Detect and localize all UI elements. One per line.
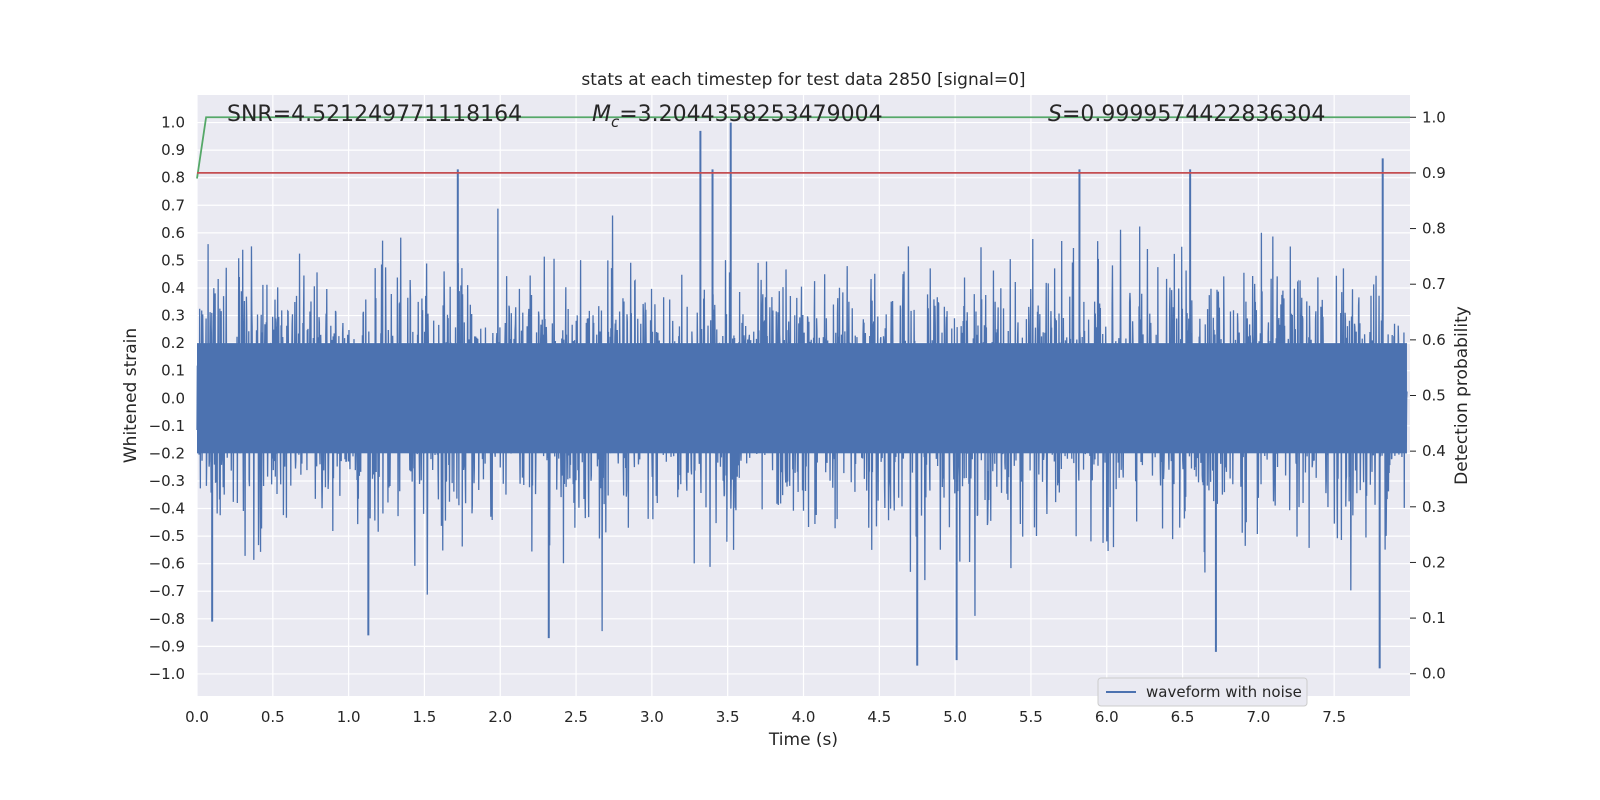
s-value: =0.9999574422836304 [1062, 102, 1325, 127]
y2-tick-label: 0.0 [1422, 665, 1446, 683]
mc-value: =3.2044358253479004 [619, 102, 882, 127]
x-tick-label: 4.5 [867, 708, 891, 726]
x-tick-label: 5.0 [943, 708, 967, 726]
x-tick-label: 7.5 [1322, 708, 1346, 726]
legend: waveform with noise [1097, 677, 1308, 707]
x-tick-label: 2.5 [564, 708, 588, 726]
y-tick-label: −0.3 [149, 472, 185, 490]
y-tick-label: −0.6 [149, 555, 185, 573]
y2-tick-label: 0.5 [1422, 387, 1446, 405]
x-axis-label: Time (s) [768, 730, 838, 750]
tick-layer: 0.0 0.5 1.0 1.5 2.0 2.5 3.0 3.5 4.0 4.5 5.0 5.5 6.0 6… [149, 108, 1446, 726]
x-tick-label: 0.0 [185, 708, 209, 726]
y-tick-label: 0.8 [161, 169, 185, 187]
y-tick-label: 0.0 [161, 389, 185, 407]
y-tick-label: 0.5 [161, 251, 185, 269]
x-tick-label: 6.5 [1171, 708, 1195, 726]
x-tick-label: 7.0 [1246, 708, 1270, 726]
y-tick-label: 0.3 [161, 307, 185, 325]
y2-tick-label: 0.1 [1422, 609, 1446, 627]
chirp-mass-annotation: Mc=3.2044358253479004 [592, 102, 883, 131]
chart-title: stats at each timestep for test data 285… [581, 70, 1025, 90]
x-tick-label: 0.5 [261, 708, 285, 726]
y2-tick-label: 0.6 [1422, 331, 1446, 349]
y-axis-label: Whitened strain [121, 328, 141, 463]
y-tick-label: 0.7 [161, 196, 185, 214]
y-tick-label: −0.9 [149, 637, 185, 655]
mc-subscript: c [611, 113, 620, 131]
waveform-dense-band [197, 343, 1407, 454]
y-tick-label: 0.9 [161, 141, 185, 159]
legend-box [1097, 677, 1308, 707]
detection-stat-annotation: S=0.9999574422836304 [1048, 102, 1325, 127]
waveform-layer [196, 122, 1408, 669]
x-tick-label: 3.0 [640, 708, 664, 726]
y-tick-label: 0.2 [161, 334, 185, 352]
y-tick-label: −0.5 [149, 527, 185, 545]
y2-tick-label: 0.9 [1422, 164, 1446, 182]
x-tick-label: 4.0 [792, 708, 816, 726]
x-tick-label: 5.5 [1019, 708, 1043, 726]
snr-annotation: SNR=4.521249771118164 [227, 102, 522, 127]
y-tick-label: −0.7 [149, 582, 185, 600]
y2-tick-label: 0.4 [1422, 442, 1446, 460]
y-tick-label: 0.4 [161, 279, 185, 297]
y-tick-label: 0.1 [161, 362, 185, 380]
x-tick-label: 2.0 [488, 708, 512, 726]
x-tick-label: 3.5 [716, 708, 740, 726]
y2-tick-label: 0.8 [1422, 220, 1446, 238]
y2-tick-label: 0.2 [1422, 553, 1446, 571]
x-tick-label: 1.5 [413, 708, 437, 726]
y-tick-label: −0.2 [149, 444, 185, 462]
mc-symbol: M [592, 102, 611, 127]
y2-tick-label: 0.7 [1422, 275, 1446, 293]
legend-label-waveform: waveform with noise [1146, 683, 1302, 701]
x-tick-label: 1.0 [337, 708, 361, 726]
probability-layer [196, 116, 1410, 179]
y2-tick-label: 1.0 [1422, 108, 1446, 126]
y-tick-label: −1.0 [149, 665, 185, 683]
y-tick-label: 0.6 [161, 224, 185, 242]
s-symbol: S [1048, 102, 1062, 127]
y2-axis-label: Detection probability [1452, 306, 1472, 485]
series-detection-probability [196, 116, 1410, 179]
x-tick-label: 6.0 [1095, 708, 1119, 726]
y-tick-label: −0.4 [149, 500, 185, 518]
y-tick-label: −0.8 [149, 610, 185, 628]
y2-tick-label: 0.3 [1422, 498, 1446, 516]
y-tick-label: −0.1 [149, 417, 185, 435]
y-tick-label: 1.0 [161, 114, 185, 132]
